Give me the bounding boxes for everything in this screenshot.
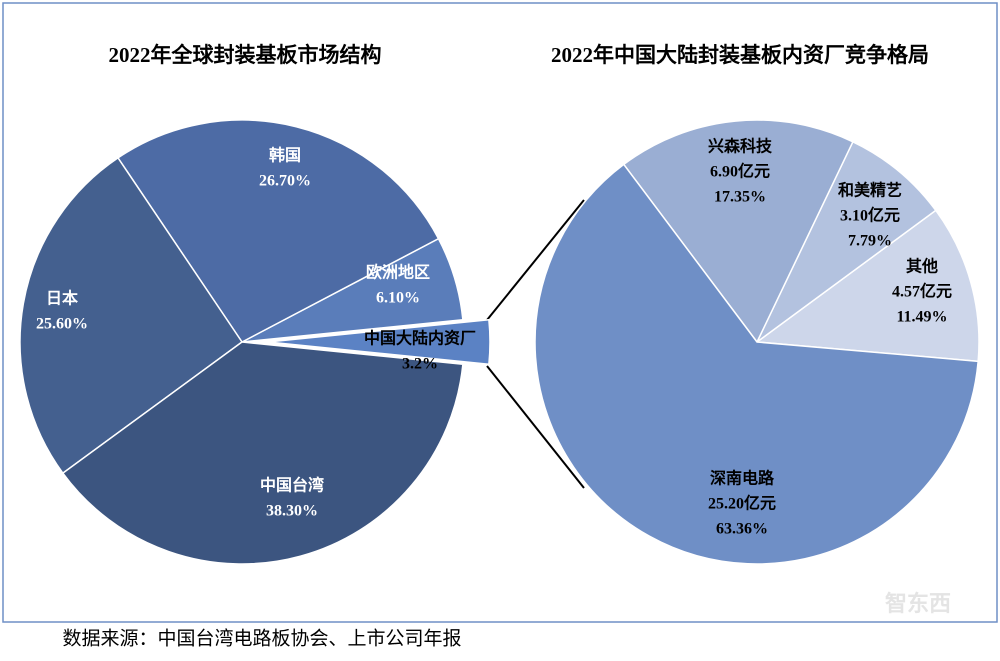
watermark: 智东西 [885,591,951,616]
value-label: 26.70% [259,173,311,190]
pie-slice [622,119,854,344]
slice-label: 欧洲地区 [366,263,430,282]
value-label: 63.36% [716,521,768,538]
value-label: 25.60% [36,316,88,333]
value-label: 6.10% [376,290,420,307]
chart-title: 2022年中国大陆封装基板内资厂竞争格局 [551,43,929,67]
value-label: 3.2% [402,356,438,373]
connector [486,365,585,489]
amount-label: 3.10亿元 [840,206,900,225]
pie-slice [19,156,244,475]
source-note: 数据来源：中国台湾电路板协会、上市公司年报 [62,627,461,649]
slice-label: 和美精艺 [838,181,902,200]
slice-label: 中国大陆内资厂 [364,329,476,348]
value-label: 11.49% [896,309,947,326]
pie-slice [756,140,937,343]
slice-label: 日本 [46,289,78,308]
slice-label: 深南电路 [710,469,775,488]
slice-label: 中国台湾 [260,476,324,495]
pie-slice [61,341,464,565]
frame [2,2,998,623]
pie-slice [116,119,440,343]
value-label: 7.79% [848,233,892,250]
pie-slice [267,318,491,366]
slice-label: 兴森科技 [708,137,773,156]
chart-title: 2022年全球封装基板市场结构 [109,43,382,67]
slice-label: 其他 [906,257,938,276]
pie-slice [754,209,980,363]
connector [486,199,585,321]
amount-label: 6.90亿元 [710,162,770,181]
value-label: 17.35% [714,189,766,206]
pie-slice [534,163,979,565]
slice-label: 韩国 [269,146,301,165]
amount-label: 4.57亿元 [892,282,952,301]
amount-label: 25.20亿元 [708,494,776,513]
value-label: 38.30% [266,503,318,520]
